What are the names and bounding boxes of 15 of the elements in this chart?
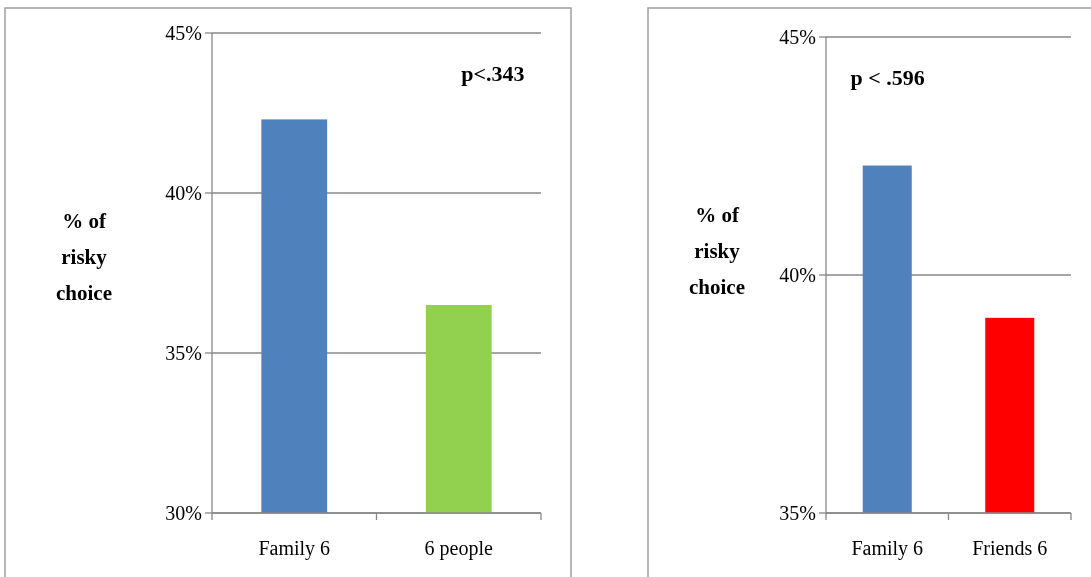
y-axis-title: % of risky choice xyxy=(56,209,112,305)
y-tick-label: 40% xyxy=(779,264,816,286)
annotation: p<.343 xyxy=(461,61,525,86)
y-tick-label: 35% xyxy=(165,342,202,364)
x-tick-label: Family 6 xyxy=(851,537,924,560)
x-tick-label: 6 people xyxy=(424,537,494,560)
y-tick-label: 45% xyxy=(779,26,816,48)
annotation: p < .596 xyxy=(850,65,925,90)
y-tick-label: 40% xyxy=(165,182,202,204)
y-tick-label: 30% xyxy=(165,502,202,524)
y-tick-label: 35% xyxy=(779,502,816,524)
x-tick-label: Friends 6 xyxy=(972,537,1048,559)
y-tick-label: 45% xyxy=(165,22,202,44)
x-tick-label: Family 6 xyxy=(258,537,331,560)
y-axis-title: % of risky choice xyxy=(689,203,745,299)
